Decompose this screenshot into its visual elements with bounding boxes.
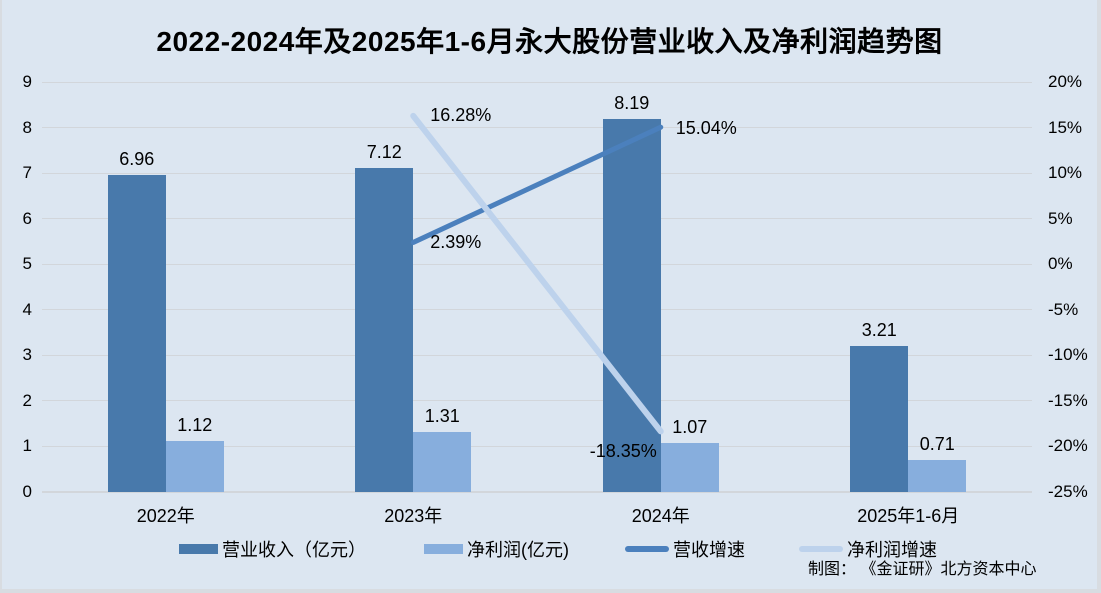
x-axis-category-label: 2023年: [384, 506, 443, 526]
y-axis-tick-label: 3: [22, 345, 32, 365]
legend-line-swatch: [799, 546, 843, 552]
y2-axis-tick-label: -10%: [1048, 345, 1088, 365]
credit-text: 制图： 《金证研》北方资本中心: [808, 561, 1037, 578]
gridline: [42, 218, 1032, 220]
y2-axis-tick-label: 10%: [1048, 163, 1083, 183]
legend-item: 营业收入（亿元）: [179, 538, 366, 560]
line-value-label: -18.35%: [589, 441, 657, 462]
bar-value-label: 1.07: [672, 417, 708, 438]
y2-axis-tick-label: 0%: [1048, 254, 1073, 274]
revenue-bar: [107, 174, 166, 492]
chart-title: 2022-2024年及2025年1-6月永大股份营业收入及净利润趋势图: [156, 26, 943, 57]
legend-bar-swatch: [424, 544, 463, 554]
y-axis-tick-label: 8: [22, 117, 32, 137]
legend-bar-swatch: [179, 544, 218, 554]
y2-axis-tick-label: 20%: [1048, 72, 1083, 91]
y2-axis-tick-label: 5%: [1048, 208, 1073, 228]
legend-item: 净利润增速: [799, 538, 937, 560]
y2-axis-tick-label: -20%: [1048, 436, 1088, 456]
net-profit-bar: [165, 440, 224, 492]
legend-item: 营收增速: [625, 538, 745, 560]
gridline: [42, 491, 1032, 493]
line-value-label: 16.28%: [430, 104, 492, 125]
y-axis-tick-label: 7: [22, 163, 32, 183]
x-axis-category-label: 2022年: [136, 506, 195, 526]
bar-value-label: 7.12: [366, 141, 402, 162]
y2-axis-tick-label: -25%: [1048, 482, 1088, 501]
revenue-bar: [602, 118, 661, 492]
y-axis-tick-label: 1: [22, 436, 32, 456]
x-axis-category-label: 2025年1-6月: [857, 506, 960, 526]
y2-axis-tick-label: -5%: [1048, 299, 1079, 319]
gridline: [42, 263, 1032, 265]
y2-axis-tick-label: -15%: [1048, 390, 1088, 410]
x-axis-category-label: 2024年: [631, 506, 690, 526]
legend-item-label: 营业收入（亿元）: [222, 540, 366, 560]
y-axis-tick-label: 5: [22, 254, 32, 274]
gridline: [42, 445, 1032, 447]
gridline: [42, 172, 1032, 174]
revenue-bar: [355, 167, 414, 492]
net-profit-bar: [660, 443, 719, 492]
legend-item-label: 净利润(亿元): [467, 540, 569, 560]
net-profit-bar: [908, 459, 967, 492]
gridline: [42, 309, 1032, 311]
legend-item-label: 净利润增速: [847, 540, 937, 560]
gridline: [42, 81, 1032, 83]
line-value-label: 15.04%: [675, 118, 737, 139]
bar-value-label: 0.71: [919, 433, 955, 454]
legend-item: 净利润(亿元): [424, 538, 569, 560]
y-axis-tick-label: 0: [22, 482, 32, 501]
legend-line-swatch: [625, 546, 669, 552]
y-axis-tick-label: 2: [22, 390, 32, 410]
bar-value-label: 1.31: [424, 406, 460, 427]
y-axis-tick-label: 6: [22, 208, 32, 228]
bar-value-label: 1.12: [177, 414, 213, 435]
legend-item-label: 营收增速: [673, 540, 745, 560]
gridline: [42, 127, 1032, 129]
bar-value-label: 6.96: [119, 148, 155, 169]
y-axis-tick-label: 4: [22, 299, 32, 319]
y-axis-tick-label: 9: [22, 72, 32, 91]
revenue-bar: [850, 345, 909, 492]
bar-value-label: 8.19: [614, 92, 650, 113]
line-value-label: 2.39%: [430, 232, 482, 253]
y2-axis-tick-label: 15%: [1048, 117, 1083, 137]
net-profit-bar: [413, 432, 472, 492]
bar-value-label: 3.21: [861, 319, 897, 340]
